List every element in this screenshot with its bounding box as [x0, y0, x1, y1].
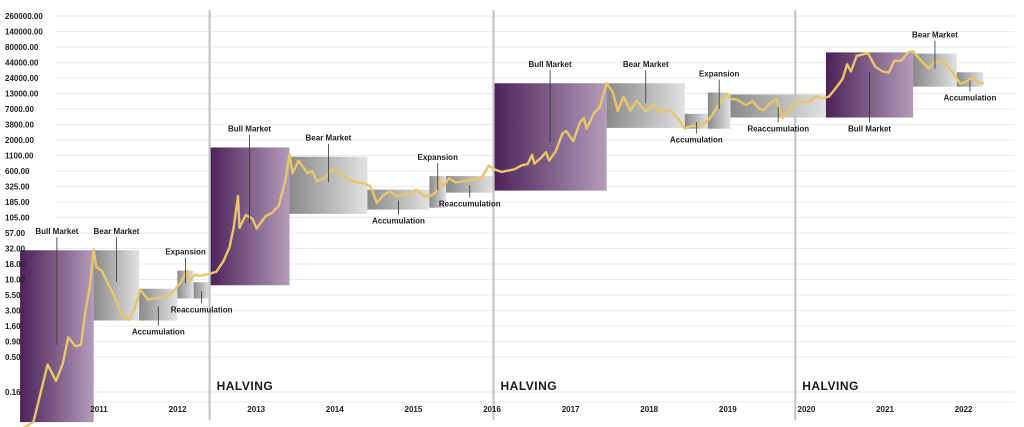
phase-label: Accumulation	[943, 94, 996, 103]
y-tick-label: 24000.00	[5, 74, 39, 83]
y-tick-label: 32.00	[5, 245, 26, 254]
x-tick-label: 2013	[247, 405, 265, 414]
x-tick-label: 2019	[719, 405, 737, 414]
phase-label: Accumulation	[132, 327, 185, 336]
phase-label: Reaccumulation	[747, 125, 809, 134]
phase-label: Bear Market	[306, 134, 352, 143]
phase-label: Expansion	[418, 153, 459, 162]
x-tick-label: 2017	[562, 405, 580, 414]
y-tick-label: 1100.00	[5, 152, 34, 161]
phase-label: Reaccumulation	[171, 305, 233, 314]
phase-label: Accumulation	[670, 136, 723, 145]
y-tick-label: 140000.00	[5, 28, 43, 37]
y-tick-label: 3.00	[5, 307, 21, 316]
y-tick-label: 10.00	[5, 276, 26, 285]
phase-label: Bear Market	[623, 60, 669, 69]
y-tick-label: 185.00	[5, 198, 30, 207]
phase-label: Bull Market	[529, 60, 572, 69]
phase-label: Bear Market	[912, 31, 958, 40]
phase-box	[193, 282, 210, 299]
x-tick-label: 2018	[640, 405, 658, 414]
y-tick-label: 44000.00	[5, 59, 39, 68]
phase-label: Bull Market	[848, 125, 891, 134]
y-tick-label: 0.90	[5, 338, 21, 347]
x-tick-label: 2021	[876, 405, 894, 414]
x-tick-label: 2022	[955, 405, 973, 414]
phase-label: Accumulation	[372, 217, 425, 226]
y-tick-label: 18.00	[5, 260, 26, 269]
phase-box	[707, 92, 731, 129]
y-tick-label: 7000.00	[5, 105, 34, 114]
phase-label: Bull Market	[35, 227, 78, 236]
x-tick-label: 2011	[90, 405, 108, 414]
price-line	[22, 50, 985, 427]
axes: 260000.00 140000.00 80000.00 44000.00 24000.…	[5, 12, 973, 414]
phase-label: Expansion	[165, 248, 206, 257]
y-tick-label: 325.00	[5, 183, 30, 192]
y-tick-label: 260000.00	[5, 12, 43, 21]
phase-label: Bear Market	[94, 227, 140, 236]
phase-label: Reaccumulation	[439, 200, 501, 209]
halving-label: HALVING	[217, 379, 274, 393]
y-tick-label: 80000.00	[5, 43, 39, 52]
x-tick-label: 2016	[483, 405, 501, 414]
x-tick-label: 2015	[405, 405, 423, 414]
halving-label: HALVING	[501, 379, 558, 393]
y-tick-label: 5.50	[5, 291, 21, 300]
halving-label: HALVING	[802, 379, 859, 393]
price-line-layer	[22, 50, 985, 427]
x-tick-label: 2020	[798, 405, 816, 414]
y-tick-label: 1.60	[5, 322, 21, 331]
x-tick-label: 2014	[326, 405, 344, 414]
y-tick-label: 0.50	[5, 353, 21, 362]
x-tick-label: 2012	[169, 405, 187, 414]
y-tick-label: 600.00	[5, 167, 30, 176]
halving-markers: HALVING HALVING HALVING	[208, 10, 859, 420]
y-tick-label: 57.00	[5, 229, 26, 238]
y-tick-label: 3800.00	[5, 121, 34, 130]
phase-labels: Bull Market Bear Market Accumulation Expans…	[35, 31, 997, 345]
phase-label: Expansion	[699, 70, 740, 79]
phase-boxes	[20, 52, 984, 423]
y-tick-label: 2000.00	[5, 136, 34, 145]
phase-label: Bull Market	[228, 124, 271, 133]
y-tick-label: 0.16	[5, 388, 21, 397]
y-tick-label: 13000.00	[5, 90, 39, 99]
y-tick-label: 105.00	[5, 214, 30, 223]
phase-box	[446, 176, 494, 193]
